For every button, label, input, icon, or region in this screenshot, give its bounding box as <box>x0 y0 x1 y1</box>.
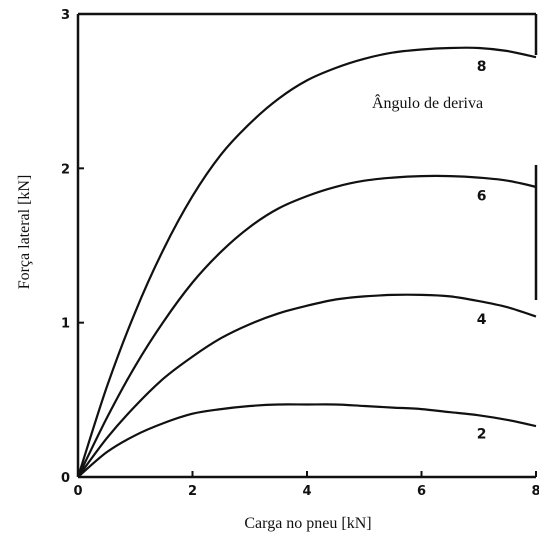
series-labels: 2 4 6 8 <box>477 59 487 442</box>
y-axis-label: Força lateral [kN] <box>16 175 33 290</box>
y-tick-label: 1 <box>61 317 70 332</box>
ticks: 0 2 4 6 8 0 1 2 3 <box>61 8 539 499</box>
y-tick-label: 2 <box>61 162 70 177</box>
y-tick-label: 0 <box>61 471 70 486</box>
x-tick-label: 6 <box>417 484 426 499</box>
series-line-4 <box>77 293 537 478</box>
x-axis-label: Carga no pneu [kN] <box>244 515 371 532</box>
x-tick-label: 2 <box>188 484 197 499</box>
x-tick-label: 8 <box>531 484 539 499</box>
plot-frame <box>76 12 538 479</box>
series-label-6: 6 <box>477 189 487 205</box>
series-label-4: 4 <box>477 312 487 328</box>
legend-title: Ângulo de deriva <box>372 93 483 112</box>
series-label-8: 8 <box>477 59 487 75</box>
x-tick-label: 4 <box>302 484 311 499</box>
series-line-2 <box>77 403 537 478</box>
series-label-2: 2 <box>477 426 487 442</box>
x-tick-label: 0 <box>73 484 82 499</box>
series-line-6 <box>77 174 537 478</box>
y-tick-label: 3 <box>61 8 70 23</box>
series-lines <box>76 46 537 478</box>
series-line-8 <box>76 46 537 478</box>
